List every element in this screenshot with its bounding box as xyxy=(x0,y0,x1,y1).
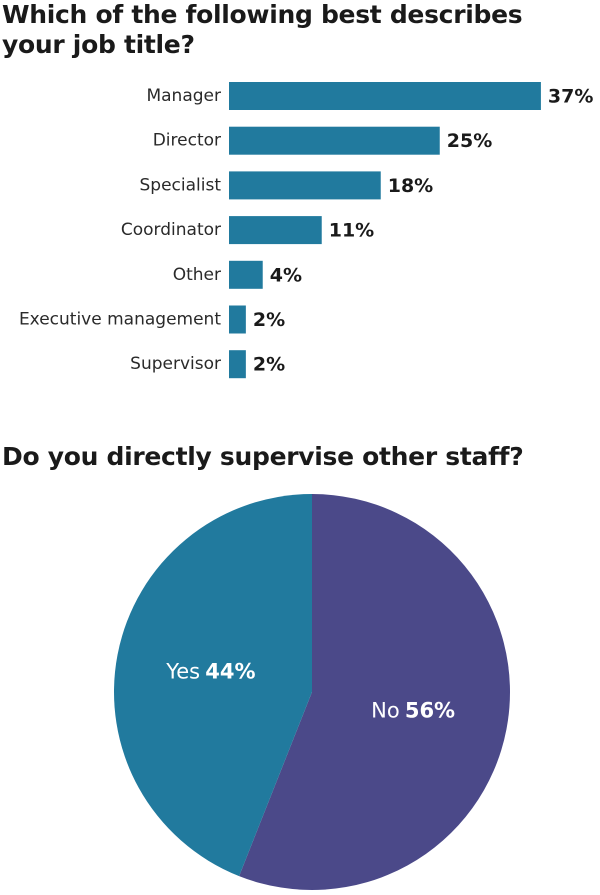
value-label: 37% xyxy=(548,86,593,108)
value-label: 4% xyxy=(270,264,302,286)
value-label: 2% xyxy=(253,354,285,376)
slice-label: No 56% xyxy=(371,698,455,722)
value-label: 2% xyxy=(253,309,285,331)
category-label: Executive management xyxy=(19,310,221,330)
category-label: Coordinator xyxy=(121,220,221,240)
bar xyxy=(229,350,246,379)
bar xyxy=(229,171,381,200)
slice-value: 56% xyxy=(405,698,455,722)
bar-chart-title: Which of the following best describes yo… xyxy=(2,0,523,59)
slice-category: No xyxy=(371,698,400,722)
pie-chart-title: Do you directly supervise other staff? xyxy=(2,442,524,471)
value-label: 25% xyxy=(447,130,492,152)
bar xyxy=(229,260,263,289)
bar xyxy=(229,126,440,155)
pie-slice xyxy=(239,494,511,891)
category-label: Manager xyxy=(146,86,221,106)
value-label: 18% xyxy=(388,175,433,197)
category-label: Supervisor xyxy=(130,354,221,374)
bar xyxy=(229,82,541,110)
pie-slice xyxy=(113,494,313,877)
slice-label: Yes 44% xyxy=(165,660,255,684)
category-label: Specialist xyxy=(140,175,222,195)
category-label: Director xyxy=(153,131,221,151)
slice-category: Yes xyxy=(165,660,200,684)
bar xyxy=(229,305,246,334)
slice-value: 44% xyxy=(205,660,255,684)
category-label: Other xyxy=(173,265,221,285)
bar xyxy=(229,216,322,245)
value-label: 11% xyxy=(329,220,374,242)
